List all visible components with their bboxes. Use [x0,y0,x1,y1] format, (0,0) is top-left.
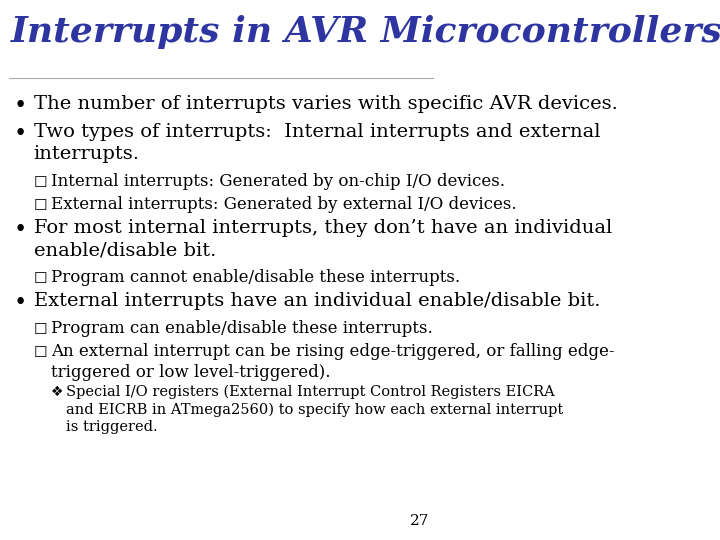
Text: ☐: ☐ [34,345,48,360]
Text: •: • [14,123,27,145]
Text: ☐: ☐ [34,198,48,213]
Text: Internal interrupts: Generated by on-chip I/O devices.: Internal interrupts: Generated by on-chi… [51,173,505,190]
Text: Two types of interrupts:  Internal interrupts and external
interrupts.: Two types of interrupts: Internal interr… [34,123,600,163]
Text: ☐: ☐ [34,271,48,286]
Text: •: • [14,219,27,241]
Text: •: • [14,95,27,117]
Text: External interrupts have an individual enable/disable bit.: External interrupts have an individual e… [34,292,600,310]
Text: For most internal interrupts, they don’t have an individual
enable/disable bit.: For most internal interrupts, they don’t… [34,219,612,259]
Text: Program cannot enable/disable these interrupts.: Program cannot enable/disable these inte… [51,269,460,286]
Text: An external interrupt can be rising edge-triggered, or falling edge-
triggered o: An external interrupt can be rising edge… [51,343,614,381]
Text: ❖: ❖ [51,385,63,399]
Text: 27: 27 [410,514,430,528]
Text: •: • [14,292,27,314]
Text: Program can enable/disable these interrupts.: Program can enable/disable these interru… [51,320,433,337]
Text: External interrupts: Generated by external I/O devices.: External interrupts: Generated by extern… [51,196,516,213]
Text: Interrupts in AVR Microcontrollers (1/3): Interrupts in AVR Microcontrollers (1/3) [11,15,720,49]
Text: ☐: ☐ [34,322,48,337]
Text: ☐: ☐ [34,175,48,190]
Text: Special I/O registers (External Interrupt Control Registers EICRA
and EICRB in A: Special I/O registers (External Interrup… [66,385,564,435]
Text: The number of interrupts varies with specific AVR devices.: The number of interrupts varies with spe… [34,95,618,113]
